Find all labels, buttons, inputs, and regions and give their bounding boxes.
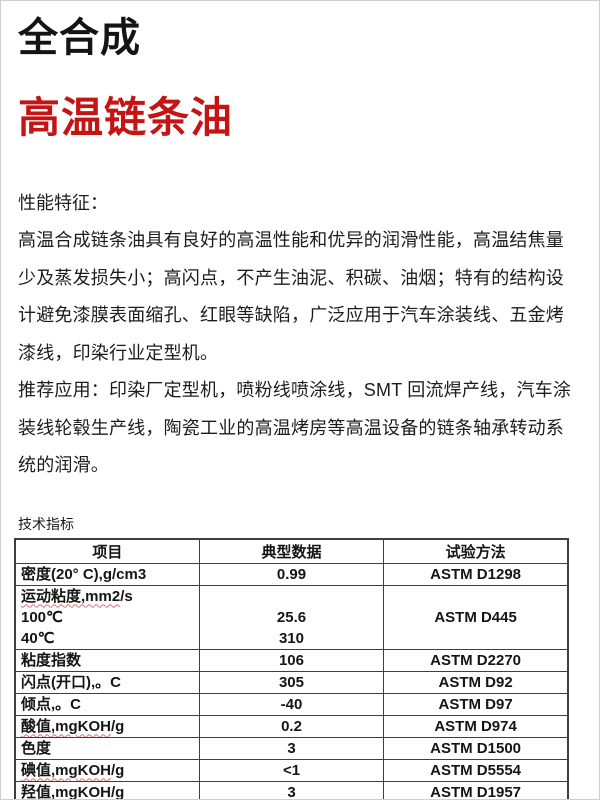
spellcheck-wavy-text: 碘值,mgKOH <box>21 761 112 779</box>
method-cell: ASTM D5554 <box>383 758 569 782</box>
value-cell: 0.2 <box>198 714 385 738</box>
col-header-item: 项目 <box>14 538 200 564</box>
table-row: 羟值,mgKOH/g 3 ASTM D1957 <box>14 780 569 800</box>
item-cell: 闪点(开口),。C <box>14 670 200 694</box>
method-cell: ASTM D1957 <box>383 780 569 799</box>
value-cell: 305 <box>198 670 385 694</box>
performance-heading: 性能特征： <box>18 193 108 213</box>
item-cell: 密度(20° C),g/cm3 <box>14 562 200 586</box>
spellcheck-wavy-text: 运动粘度,mm2 <box>21 587 121 605</box>
paragraph-line: 统的润滑。 <box>18 455 109 475</box>
item-cell: 色度 <box>14 736 200 760</box>
spec-table: 项目 典型数据 试验方法 密度(20° C),g/cm3 0.99 ASTM D12… <box>14 537 569 800</box>
table-row: 粘度指数 106 ASTM D2270 <box>14 648 569 672</box>
table-row: 碘值,mgKOH/g <1 ASTM D5554 <box>14 758 569 782</box>
item-cell: 粘度指数 <box>14 648 200 672</box>
item-cell: 羟值,mgKOH/g <box>14 780 200 800</box>
paragraph-line: 装线轮毂生产线，陶瓷工业的高温烤房等高温设备的链条轴承转动系 <box>18 417 564 438</box>
method-cell: ASTM D92 <box>383 670 569 694</box>
paragraph-line: 计避免漆膜表面缩孔、红眼等缺陷，广泛应用于汽车涂装线、五金烤 <box>18 305 564 325</box>
paragraph-line: 推荐应用：印染厂定型机，喷粉线喷涂线，SMT 回流焊产线，汽车涂 <box>18 380 572 400</box>
paragraph-line: 漆线，印染行业定型机。 <box>18 342 219 363</box>
spellcheck-wavy-text: 酸值,mgKOH <box>21 717 112 735</box>
table-row: 运动粘度,mm2/s 100℃ 40℃ 25.6 310 ASTM D445 <box>14 584 569 650</box>
table-row: 闪点(开口),。C 305 ASTM D92 <box>14 670 569 694</box>
item-cell: 碘值,mgKOH/g <box>14 758 200 782</box>
value-cell: 106 <box>198 648 385 672</box>
method-cell: ASTM D1298 <box>383 562 569 586</box>
table-header-row: 项目 典型数据 试验方法 <box>14 538 569 564</box>
value-cell: 25.6 310 <box>198 584 385 650</box>
item-cell: 倾点,。C <box>14 692 200 716</box>
value-cell: 0.99 <box>198 562 385 586</box>
product-name-title: 高温链条油 <box>18 94 234 141</box>
method-cell: ASTM D2270 <box>383 648 569 672</box>
value-cell: <1 <box>198 758 385 782</box>
paragraph-line: 高温合成链条油具有良好的高温性能和优异的润滑性能，高温结焦量 <box>18 230 564 250</box>
applications-paragraph: 推荐应用：印染厂定型机，喷粉线喷涂线，SMT 回流焊产线，汽车涂 装线轮毂生产线… <box>18 372 573 485</box>
value-cell: 3 <box>198 736 385 760</box>
table-row: 倾点,。C -40 ASTM D97 <box>14 692 569 716</box>
value-cell: 3 <box>198 780 385 799</box>
performance-paragraph: 高温合成链条油具有良好的高温性能和优异的润滑性能，高温结焦量 少及蒸发损失小；高… <box>18 222 573 372</box>
item-cell: 酸值,mgKOH/g <box>14 714 200 738</box>
col-header-typical-data: 典型数据 <box>198 538 385 564</box>
table-caption: 技术指标 <box>18 515 74 532</box>
product-line-title: 全合成 <box>18 16 141 60</box>
table-row: 酸值,mgKOH/g 0.2 ASTM D974 <box>14 714 569 738</box>
table-row: 密度(20° C),g/cm3 0.99 ASTM D1298 <box>14 562 569 586</box>
spellcheck-wavy-text: 羟值,mgKOH <box>21 783 112 800</box>
method-cell: ASTM D1500 <box>383 736 569 760</box>
paragraph-line: 少及蒸发损失小；高闪点，不产生油泥、积碳、油烟；特有的结构设 <box>18 267 564 288</box>
value-cell: -40 <box>198 692 385 716</box>
method-cell: ASTM D97 <box>383 692 569 716</box>
method-cell: ASTM D445 <box>383 584 569 650</box>
col-header-test-method: 试验方法 <box>383 538 569 564</box>
table-row: 色度 3 ASTM D1500 <box>14 736 569 760</box>
method-cell: ASTM D974 <box>383 714 569 738</box>
item-cell: 运动粘度,mm2/s 100℃ 40℃ <box>14 584 200 650</box>
